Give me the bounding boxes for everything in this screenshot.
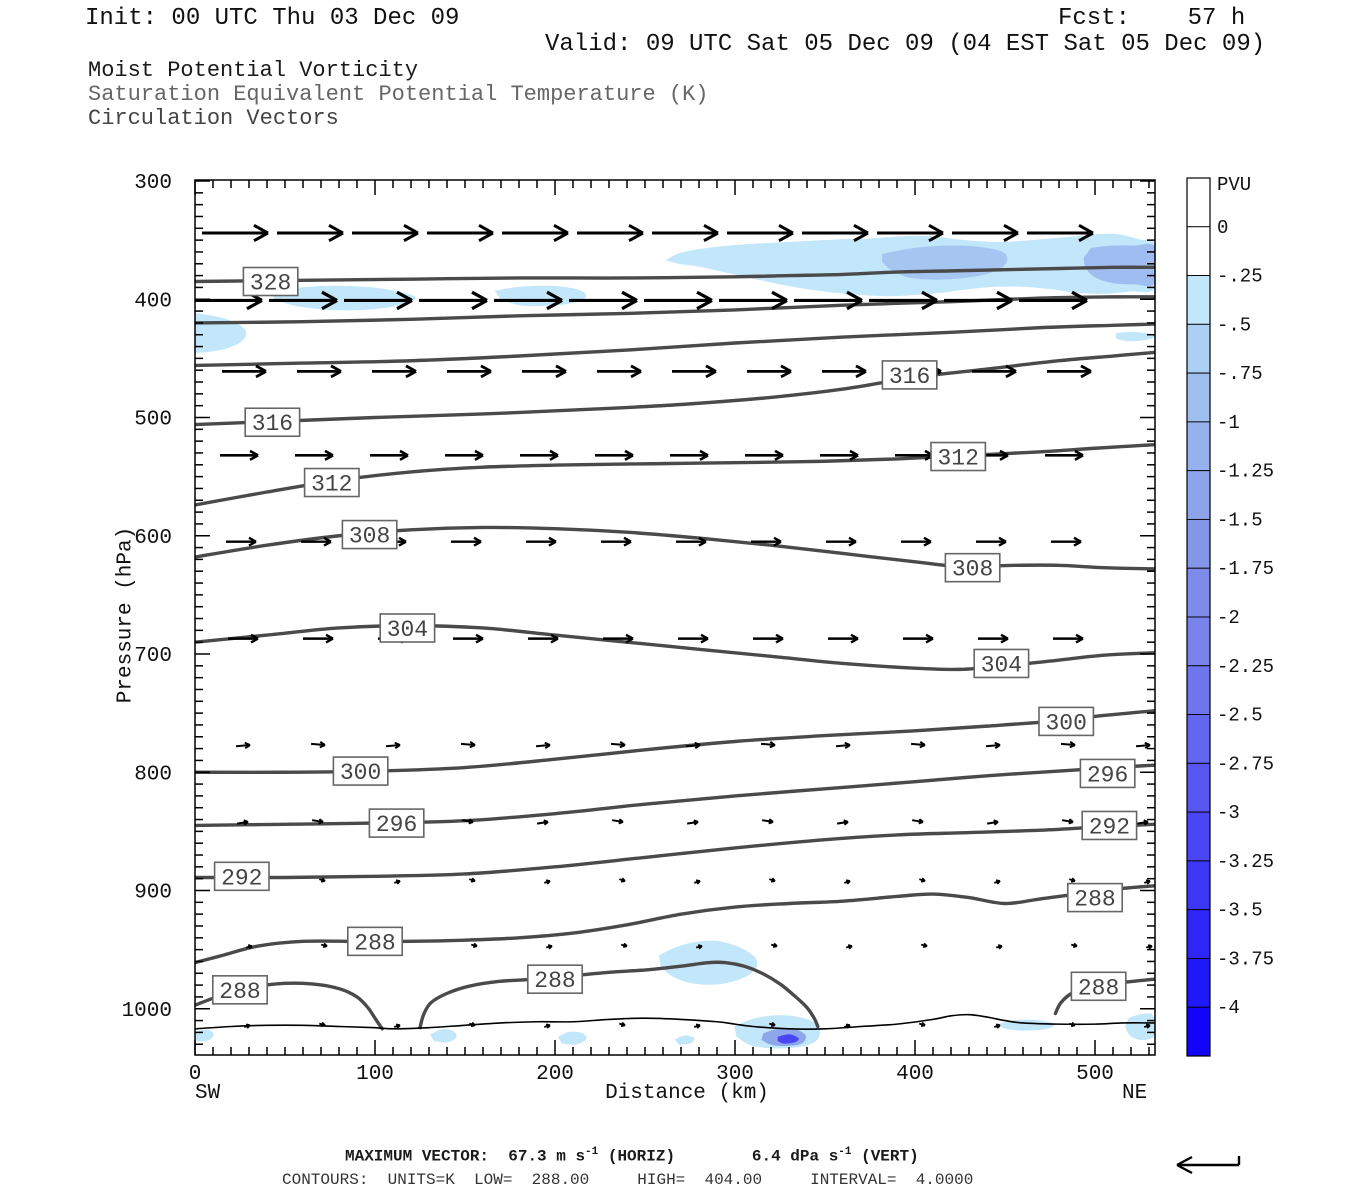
pvu-colorbar: PVU 0 -.25 -.5 -.75 -1 -1.25 -1.5 -1.75 -2 -2.25 -2… [1186,174,1274,1057]
svg-text:-4: -4 [1217,997,1240,1019]
valid-time-label: Valid: 09 UTC Sat 05 Dec 09 (04 EST Sat … [545,31,1266,58]
svg-text:-2.75: -2.75 [1217,753,1274,775]
svg-text:-2.25: -2.25 [1217,656,1274,678]
svg-text:300: 300 [340,760,381,786]
circulation-vectors [195,224,1153,1029]
svg-text:-1.5: -1.5 [1217,509,1263,531]
theta-es-contours [195,265,1155,1031]
colorbar-title: PVU [1217,174,1251,196]
contour-info-annotation: CONTOURS: UNITS=K LOW= 288.00 HIGH= 404.… [282,1171,974,1189]
svg-text:300: 300 [1045,710,1086,736]
svg-text:288: 288 [1078,975,1119,1001]
svg-text:296: 296 [376,812,417,838]
axis-tick-labels: 0 100 200 300 400 500 300 400 500 600 700 800 900 100… [122,172,1114,1086]
field-title-moist-potential-vorticity: Moist Potential Vorticity [88,58,419,83]
x-axis-title: Distance (km) [605,1082,769,1105]
max-vector-vert-value: 6.4 dPa s [751,1147,839,1166]
svg-text:600: 600 [134,527,172,550]
max-vector-horiz-suffix: (HORIZ) [598,1147,676,1166]
svg-text:288: 288 [1074,887,1115,913]
svg-text:700: 700 [134,645,172,668]
svg-text:200: 200 [536,1063,574,1086]
svg-text:1000: 1000 [122,1000,172,1023]
svg-text:300: 300 [716,1063,754,1086]
svg-text:308: 308 [952,557,993,583]
init-time-label: Init: 00 UTC Thu 03 Dec 09 [85,5,460,32]
axes-frame [194,179,1156,1056]
x-axis-right-endpoint-label: NE [1122,1082,1148,1105]
horiz-units-exponent: -1 [585,1146,599,1158]
max-vector-label: MAXIMUM VECTOR: [345,1147,490,1166]
svg-text:288: 288 [219,979,260,1005]
svg-text:500: 500 [1076,1063,1114,1086]
svg-text:-2: -2 [1217,607,1240,629]
svg-text:-1.75: -1.75 [1217,558,1274,580]
svg-text:800: 800 [134,763,172,786]
svg-text:-3: -3 [1217,802,1240,824]
svg-text:0: 0 [1217,217,1228,239]
svg-text:316: 316 [252,411,293,437]
svg-text:-1.25: -1.25 [1217,461,1274,483]
contour-labels: 3283163163123123083083043043003002962962… [212,266,1138,1005]
svg-text:292: 292 [1089,814,1130,840]
pvu-shading-regions [195,233,1155,1049]
svg-text:-3.5: -3.5 [1217,900,1263,922]
svg-text:312: 312 [937,446,978,472]
svg-text:304: 304 [981,652,1022,678]
svg-text:-.25: -.25 [1217,266,1263,288]
svg-text:400: 400 [134,290,172,313]
max-vector-horiz-value: 67.3 m s [489,1147,586,1166]
svg-text:-3.75: -3.75 [1217,948,1274,970]
svg-text:0: 0 [189,1063,202,1086]
svg-text:304: 304 [387,617,428,643]
svg-text:-.75: -.75 [1217,363,1263,385]
field-title-saturation-theta-e: Saturation Equivalent Potential Temperat… [88,82,709,107]
max-vector-annotation: MAXIMUM VECTOR: 67.3 m s-1 (HORIZ) 6.4 d… [345,1146,919,1165]
svg-text:288: 288 [354,930,395,956]
vert-units-exponent: -1 [838,1146,852,1158]
y-axis-title: Pressure (hPa) [114,526,138,704]
svg-text:316: 316 [889,364,930,390]
svg-text:292: 292 [221,865,262,891]
svg-text:300: 300 [134,172,172,195]
surface-line [195,1013,1155,1030]
svg-text:312: 312 [311,472,352,498]
svg-text:100: 100 [356,1063,394,1086]
svg-text:-3.25: -3.25 [1217,851,1274,873]
svg-text:328: 328 [250,271,291,297]
svg-text:500: 500 [134,409,172,432]
svg-text:288: 288 [534,968,575,994]
svg-text:-2.5: -2.5 [1217,705,1263,727]
svg-text:-1: -1 [1217,412,1240,434]
field-title-circulation-vectors: Circulation Vectors [88,106,339,131]
x-axis-left-endpoint-label: SW [195,1082,221,1105]
svg-text:308: 308 [349,524,390,550]
scale-vector-arrow [1176,1155,1241,1175]
svg-text:900: 900 [134,882,172,905]
annotation-gap [675,1147,752,1165]
svg-text:400: 400 [896,1063,934,1086]
svg-text:-.5: -.5 [1217,314,1251,336]
max-vector-vert-suffix: (VERT) [851,1147,919,1166]
svg-text:296: 296 [1087,762,1128,788]
forecast-hour-label: Fcst: 57 h [1058,5,1246,32]
